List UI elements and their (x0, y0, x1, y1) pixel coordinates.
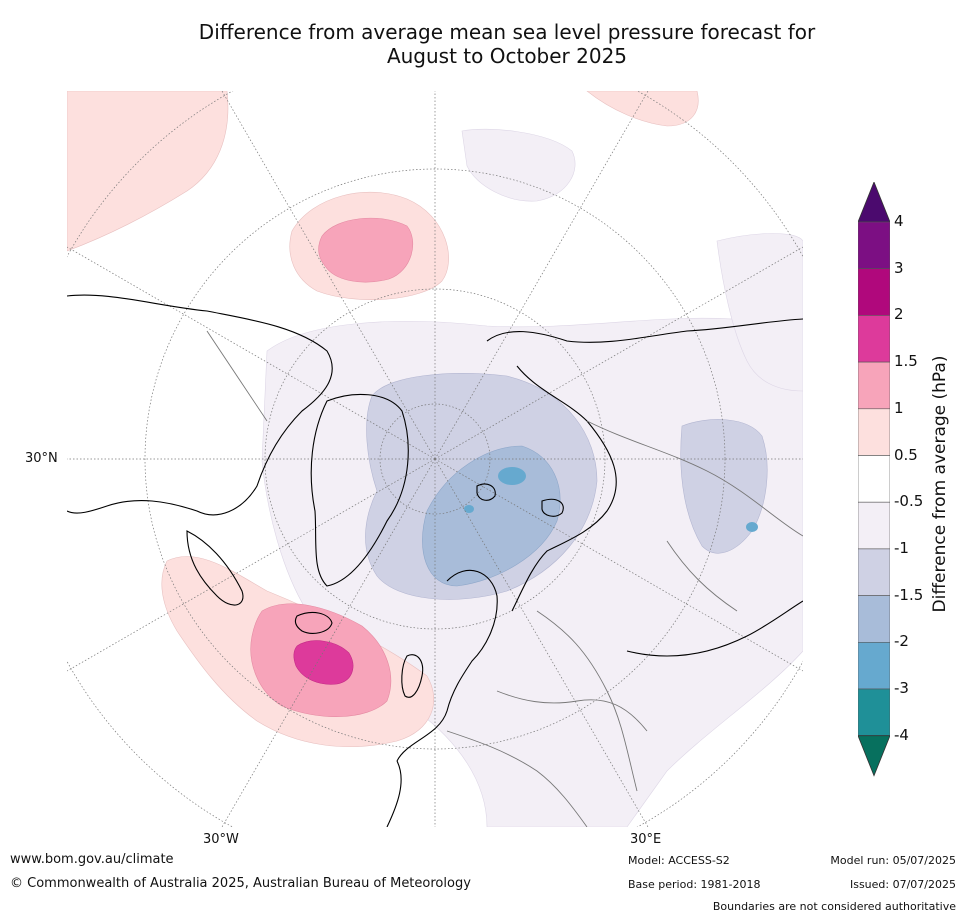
colorbar-segment (858, 361, 890, 410)
coastlines (67, 294, 803, 827)
chart-title: Difference from average mean sea level p… (0, 20, 965, 68)
colorbar-tick-label: -1 (894, 538, 909, 557)
anomaly-very-strong-negative (464, 467, 758, 532)
colorbar-segment (858, 688, 890, 737)
lon-label-30e: 30°E (630, 832, 662, 847)
colorbar-tick-label: 2 (894, 305, 904, 324)
colorbar-tick-label: 3 (894, 258, 904, 277)
colorbar-tick-label: 4 (894, 212, 904, 230)
colorbar-segment (858, 548, 890, 596)
colorbar-segment (858, 455, 890, 503)
colorbar-tick-label: -1.5 (894, 585, 924, 604)
anomaly-northeast-pink (586, 91, 699, 127)
colorbar-segment (858, 221, 890, 270)
colorbar-tick-label: 1 (894, 398, 904, 417)
lat-label-30n: 30°N (25, 451, 58, 466)
colorbar (858, 182, 890, 777)
anomaly-northwest-pink (67, 91, 229, 252)
colorbar-segment (858, 315, 890, 363)
colorbar-segment (858, 501, 890, 550)
footer-issued: Issued: 07/07/2025 (849, 878, 956, 891)
title-line-2: August to October 2025 (386, 44, 628, 68)
title-line-1: Difference from average mean sea level p… (198, 20, 816, 44)
anomaly-north-pacific-high (289, 192, 449, 300)
footer-website[interactable]: www.bom.gov.au/climate (10, 852, 174, 867)
country-borders (206, 330, 803, 827)
colorbar-segment (858, 408, 890, 456)
footer-model-run: Model run: 05/07/2025 (830, 854, 956, 867)
anomaly-strong-negative (422, 445, 561, 587)
colorbar-tick-label: -2 (894, 632, 909, 651)
colorbar-title: Difference from average (hPa) (930, 355, 950, 613)
footer-copyright: © Commonwealth of Australia 2025, Austra… (10, 876, 471, 891)
colorbar-tick-label: 0.5 (894, 445, 918, 464)
colorbar-extend-bottom (858, 735, 890, 777)
lon-label-30w: 30°W (203, 832, 239, 847)
footer-base-period: Base period: 1981-2018 (628, 878, 761, 891)
colorbar-extend-top (858, 182, 890, 223)
colorbar-segment (858, 595, 890, 643)
colorbar-tick-label: -0.5 (894, 492, 924, 511)
colorbar-segment (858, 268, 890, 316)
footer-model: Model: ACCESS-S2 (628, 854, 730, 867)
colorbar-segment (858, 641, 890, 690)
graticule (67, 91, 803, 827)
polar-map (67, 91, 803, 827)
colorbar-tick-label: -3 (894, 679, 909, 697)
footer-disclaimer: Boundaries are not considered authoritat… (712, 900, 956, 913)
colorbar-tick-label: -4 (894, 725, 909, 744)
colorbar-tick-label: 1.5 (894, 352, 918, 371)
